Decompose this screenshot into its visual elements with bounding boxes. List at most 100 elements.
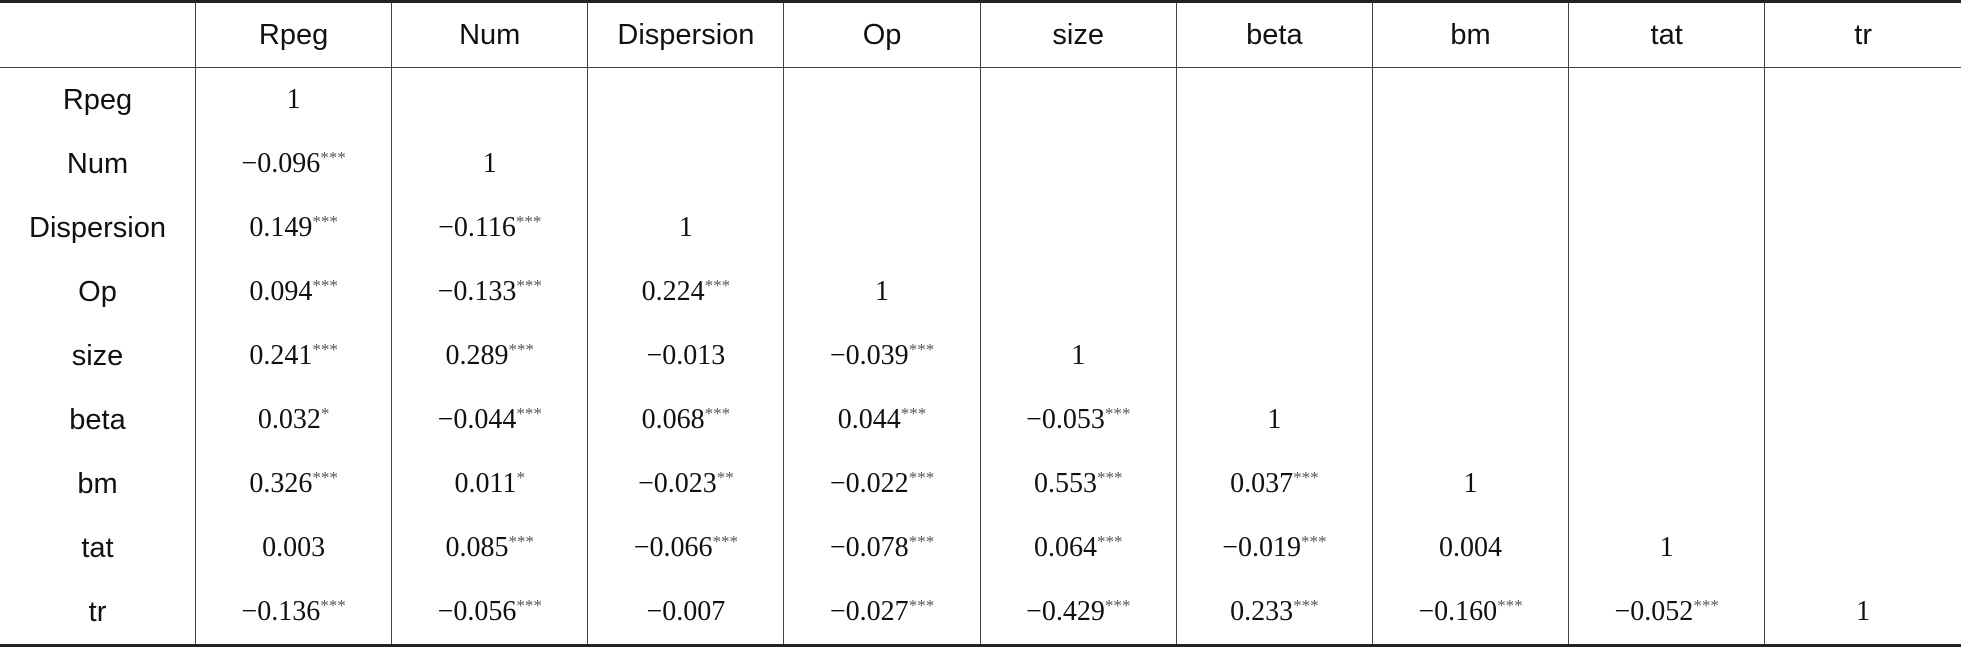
coefficient: 0.224 xyxy=(641,276,705,307)
row-label: Num xyxy=(66,147,129,180)
significance: *** xyxy=(908,340,935,359)
cell: 0.037*** xyxy=(1175,452,1373,516)
cell: −0.066*** xyxy=(587,516,784,580)
column-header: Num xyxy=(391,1,588,68)
empty-cell xyxy=(1568,260,1765,324)
header-row: Rpeg Num Dispersion Op size beta bm tat tr xyxy=(0,1,1961,68)
table-row: bm 0.326*** 0.011* −0.023** −0.022*** 0.553**… xyxy=(0,452,1961,516)
empty-cell xyxy=(1175,67,1373,132)
coefficient: −0.116 xyxy=(438,212,516,243)
table-row: tr −0.136*** −0.056*** −0.007 −0.027*** −0.42… xyxy=(0,580,1961,646)
significance: *** xyxy=(1293,596,1319,615)
cell: −0.007 xyxy=(587,580,784,646)
significance: *** xyxy=(312,212,338,231)
coefficient: 1 xyxy=(1463,468,1478,499)
coefficient: 0.044 xyxy=(837,404,901,435)
table-body: Rpeg 1 Num −0.096*** 1 Dispersion 0.149*** −0.1… xyxy=(0,67,1961,646)
column-header: tr xyxy=(1764,1,1961,68)
coefficient: 0.241 xyxy=(249,340,313,371)
row-label: beta xyxy=(69,403,126,436)
significance: *** xyxy=(704,276,731,295)
column-header: Op xyxy=(783,1,981,68)
coefficient: 0.064 xyxy=(1033,532,1097,563)
coefficient: 0.004 xyxy=(1439,532,1503,563)
empty-cell xyxy=(1568,132,1765,196)
empty-cell xyxy=(979,67,1177,132)
coefficient: 1 xyxy=(286,84,301,115)
coefficient: −0.160 xyxy=(1418,596,1498,627)
cell: 0.004 xyxy=(1371,516,1569,580)
empty-cell xyxy=(783,132,981,196)
coefficient: 1 xyxy=(1659,532,1674,563)
coefficient: −0.136 xyxy=(241,596,321,627)
coefficient: −0.027 xyxy=(829,596,909,627)
row-label: tr xyxy=(88,595,107,628)
cell: −0.078*** xyxy=(783,516,981,580)
coefficient: 0.233 xyxy=(1230,596,1294,627)
significance: *** xyxy=(1096,468,1123,487)
significance: *** xyxy=(312,468,338,487)
empty-cell xyxy=(587,132,784,196)
cell: 1 xyxy=(194,67,392,132)
significance: *** xyxy=(320,148,346,167)
coefficient: −0.096 xyxy=(241,148,321,179)
significance: *** xyxy=(1301,532,1327,551)
cell: 1 xyxy=(783,260,981,324)
empty-cell xyxy=(979,132,1177,196)
table-row: beta 0.032* −0.044*** 0.068*** 0.044*** −0.05… xyxy=(0,388,1961,452)
cell: 0.064*** xyxy=(979,516,1177,580)
empty-cell xyxy=(1764,196,1961,260)
table-row: size 0.241*** 0.289*** −0.013 −0.039*** 1 xyxy=(0,324,1961,388)
empty-cell xyxy=(1175,260,1373,324)
coefficient: −0.053 xyxy=(1026,404,1105,435)
row-label: Rpeg xyxy=(62,83,133,116)
significance: *** xyxy=(712,532,739,551)
empty-cell xyxy=(1175,324,1373,388)
coefficient: −0.013 xyxy=(646,340,726,371)
row-label: tat xyxy=(81,531,114,564)
cell: 0.032* xyxy=(194,388,392,452)
significance: *** xyxy=(515,212,542,231)
empty-cell xyxy=(1568,452,1765,516)
cell: 0.094*** xyxy=(194,260,392,324)
coefficient: 1 xyxy=(678,212,693,243)
coefficient: −0.007 xyxy=(646,596,726,627)
empty-cell xyxy=(587,67,784,132)
column-header: Dispersion xyxy=(587,1,784,68)
column-header: bm xyxy=(1371,1,1569,68)
coefficient: 0.037 xyxy=(1230,468,1294,499)
cell: 0.011* xyxy=(391,452,588,516)
coefficient: 1 xyxy=(482,148,497,179)
significance: *** xyxy=(704,404,731,423)
coefficient: −0.056 xyxy=(437,596,517,627)
empty-cell xyxy=(1764,324,1961,388)
coefficient: −0.052 xyxy=(1614,596,1694,627)
cell: 1 xyxy=(1371,452,1569,516)
cell: −0.056*** xyxy=(391,580,588,646)
empty-cell xyxy=(1764,260,1961,324)
column-header: beta xyxy=(1175,1,1373,68)
empty-cell xyxy=(979,196,1177,260)
empty-cell xyxy=(1175,196,1373,260)
coefficient: 1 xyxy=(1267,404,1282,435)
coefficient: 0.553 xyxy=(1033,468,1097,499)
cell: −0.160*** xyxy=(1371,580,1569,646)
cell: −0.019*** xyxy=(1175,516,1373,580)
cell: −0.429*** xyxy=(979,580,1177,646)
significance: *** xyxy=(516,404,542,423)
coefficient: 0.326 xyxy=(249,468,313,499)
significance: *** xyxy=(908,596,935,615)
cell: −0.096*** xyxy=(194,132,392,196)
significance: *** xyxy=(320,596,346,615)
empty-cell xyxy=(979,260,1177,324)
table-row: tat 0.003 0.085*** −0.066*** −0.078*** 0.064*… xyxy=(0,516,1961,580)
coefficient: 0.011 xyxy=(454,468,517,499)
table-row: Num −0.096*** 1 xyxy=(0,132,1961,196)
row-label: Dispersion xyxy=(29,211,166,244)
cell: −0.027*** xyxy=(783,580,981,646)
coefficient: −0.078 xyxy=(829,532,909,563)
table-row: Rpeg 1 xyxy=(0,67,1961,132)
cell: 1 xyxy=(979,324,1177,388)
cell: −0.039*** xyxy=(783,324,981,388)
